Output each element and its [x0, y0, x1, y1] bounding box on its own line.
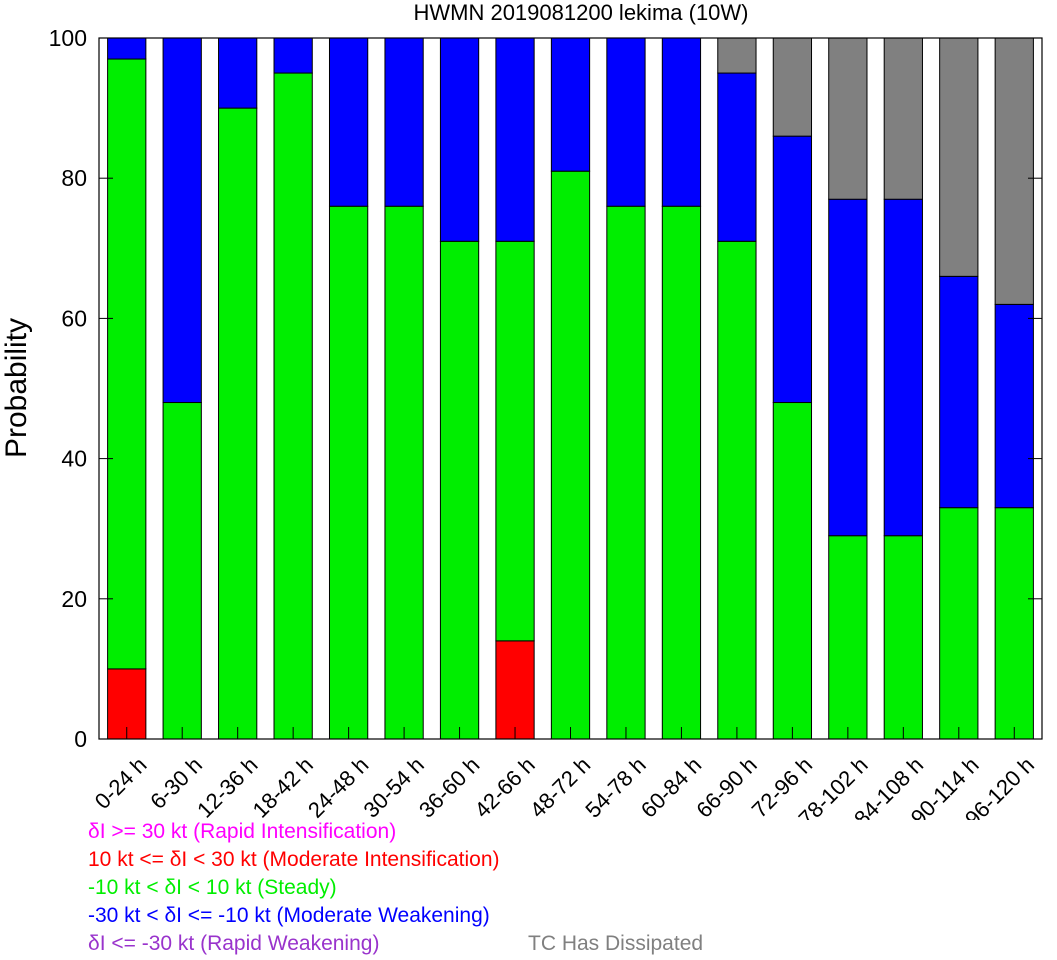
- bar-segment-12-series-4: [717, 72, 757, 242]
- y-tick-label-100: 100: [49, 25, 87, 51]
- bar-segment-3-series-4: [218, 37, 258, 109]
- bar-segment-15-series-4: [883, 198, 923, 537]
- legend: δI >= 30 kt (Rapid Intensification) 10 kt…: [88, 820, 1048, 960]
- probability-chart: HWMN 2019081200 lekima (10W) Probability…: [0, 0, 1043, 820]
- bar-segment-2-series-3: [162, 402, 202, 740]
- bar-segment-5-series-4: [328, 37, 369, 207]
- bar-segment-11-series-3: [661, 205, 702, 740]
- x-tick-label-1: 0-24 h: [90, 752, 152, 814]
- bar-segment-13-series-6: [772, 37, 813, 137]
- bar-segment-15-series-3: [883, 535, 923, 740]
- bar-segment-10-series-3: [606, 205, 646, 740]
- y-axis-ticks: 0 20 40 60 80 100: [49, 25, 1042, 752]
- bar-segment-15-series-6: [883, 37, 923, 200]
- bar-segment-14-series-3: [828, 535, 868, 740]
- bar-segment-17-series-6: [994, 37, 1034, 305]
- bar-segment-1-series-3: [107, 58, 147, 670]
- bar-segment-5-series-3: [328, 205, 369, 740]
- bar-segment-11-series-4: [661, 37, 702, 207]
- bar-segment-6-series-4: [384, 37, 424, 207]
- bar-segment-4-series-4: [273, 37, 313, 74]
- bar-segment-13-series-3: [772, 402, 813, 740]
- bar-segment-10-series-4: [606, 37, 646, 207]
- y-tick-label-0: 0: [74, 726, 87, 752]
- bar-segment-8-series-4: [495, 37, 535, 242]
- bar-segment-3-series-3: [218, 107, 258, 740]
- bar-segment-16-series-4: [939, 275, 979, 509]
- bar-segment-7-series-4: [439, 37, 480, 242]
- legend-entry-1: δI >= 30 kt (Rapid Intensification): [88, 820, 397, 843]
- bar-segment-8-series-3: [495, 240, 535, 642]
- chart-title: HWMN 2019081200 lekima (10W): [413, 0, 748, 25]
- legend-entry-2: 10 kt <= δI < 30 kt (Moderate Intensific…: [88, 848, 500, 871]
- bar-segment-17-series-4: [994, 303, 1034, 509]
- bar-segment-9-series-3: [550, 170, 591, 740]
- y-tick-label-20: 20: [61, 586, 87, 612]
- bar-segment-6-series-3: [384, 205, 424, 740]
- bar-segment-12-series-3: [717, 240, 757, 740]
- bar-segment-13-series-4: [772, 135, 813, 404]
- y-tick-label-80: 80: [61, 165, 87, 191]
- legend-entry-5: δI <= -30 kt (Rapid Weakening): [88, 932, 380, 955]
- legend-entry-4: -30 kt < δI <= -10 kt (Moderate Weakenin…: [88, 904, 490, 927]
- bar-segment-2-series-4: [162, 37, 202, 404]
- bar-segment-9-series-4: [550, 37, 591, 172]
- bar-segment-17-series-3: [994, 507, 1034, 740]
- legend-entry-6: TC Has Dissipated: [528, 932, 704, 955]
- bar-segment-1-series-4: [107, 37, 147, 60]
- x-axis-ticks: 0-24 h6-30 h12-36 h18-42 h24-48 h30-54 h…: [90, 727, 1039, 820]
- bar-segment-7-series-3: [439, 240, 480, 740]
- bar-segment-4-series-3: [273, 72, 313, 740]
- bar-segment-14-series-6: [828, 37, 868, 200]
- bar-segment-12-series-6: [717, 37, 757, 74]
- y-tick-label-60: 60: [61, 305, 87, 331]
- bar-segment-8-series-2: [495, 640, 535, 740]
- bar-stacks: [107, 37, 1034, 740]
- bar-segment-16-series-3: [939, 507, 979, 740]
- y-axis-label: Probability: [0, 318, 33, 458]
- y-tick-label-40: 40: [61, 446, 87, 472]
- bar-segment-14-series-4: [828, 198, 868, 537]
- bar-segment-16-series-6: [939, 37, 979, 277]
- legend-entry-3: -10 kt < δI < 10 kt (Steady): [88, 876, 337, 899]
